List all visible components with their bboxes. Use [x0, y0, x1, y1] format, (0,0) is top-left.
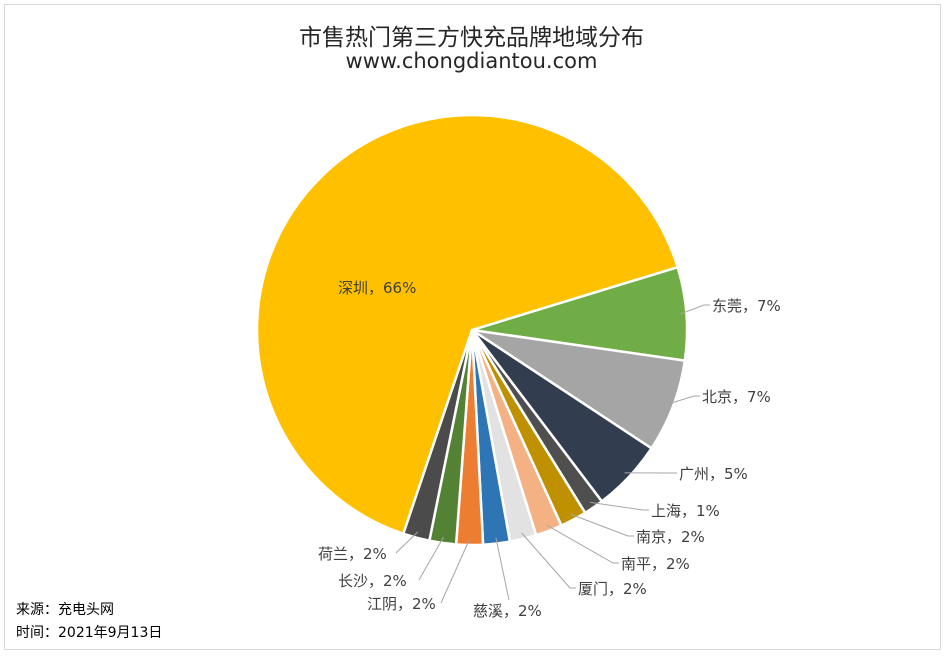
leader-line	[440, 538, 471, 604]
data-label: 江阴，2%	[367, 595, 436, 613]
date-note: 时间：2021年9月13日	[16, 625, 163, 641]
leader-line	[570, 513, 634, 537]
leader-line	[495, 537, 510, 601]
data-label: 南京，2%	[636, 528, 705, 546]
chart-frame	[4, 4, 941, 650]
data-label: 上海，1%	[651, 502, 720, 520]
source-note: 来源：充电头网	[16, 602, 114, 618]
pie-slice-深圳	[255, 113, 680, 536]
data-label: 慈溪，2%	[473, 602, 542, 620]
data-label: 荷兰，2%	[318, 545, 387, 563]
data-label: 厦门，2%	[578, 580, 647, 598]
data-labels: 东莞，7% 北京，7% 广州，5% 上海，1% 南京，2% 南平，2% 厦门，2% 慈溪，2%…	[318, 279, 781, 620]
leader-line	[418, 536, 444, 581]
leader-line	[680, 304, 710, 315]
leader-line	[395, 531, 419, 554]
chart-subtitle: www.chongdiantou.com	[345, 49, 598, 73]
data-label: 东莞，7%	[712, 297, 781, 315]
leader-line	[590, 501, 649, 511]
leader-lines	[395, 304, 710, 604]
leader-line	[667, 395, 700, 405]
data-label: 广州，5%	[679, 465, 748, 483]
leader-line	[546, 524, 619, 564]
data-label: 深圳，66%	[338, 279, 416, 297]
leader-line	[521, 532, 576, 589]
data-label: 南平，2%	[621, 555, 690, 573]
data-label: 北京，7%	[702, 388, 771, 406]
data-label: 长沙，2%	[338, 572, 407, 590]
chart-title: 市售热门第三方快充品牌地域分布	[299, 25, 644, 51]
pie-slices	[255, 113, 689, 547]
